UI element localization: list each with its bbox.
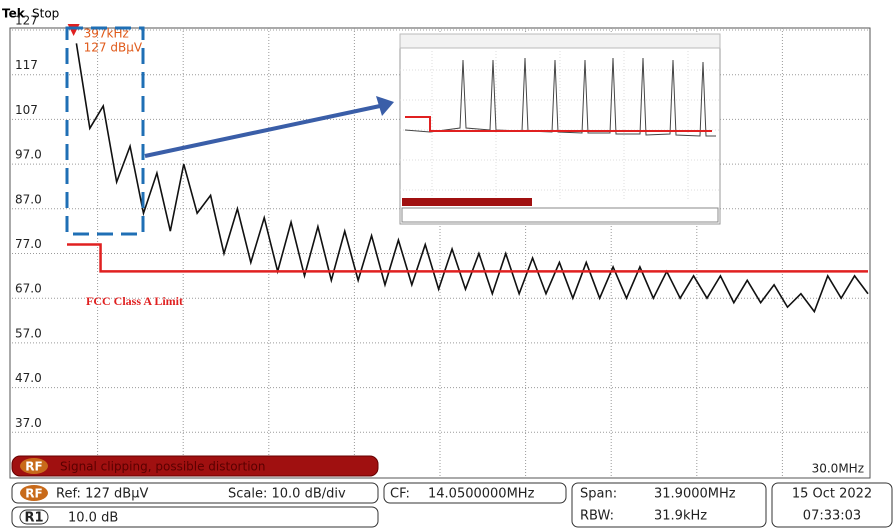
- r1-value: 10.0 dB: [68, 511, 118, 526]
- status-message: Signal clipping, possible distortion: [60, 460, 265, 474]
- inset: [400, 34, 720, 224]
- annotation: FCC Class A Limit: [86, 294, 183, 308]
- r1-panel: [12, 507, 378, 527]
- marker-level: 127 dBµV: [84, 41, 143, 55]
- y-tick-label: 47.0: [15, 371, 42, 385]
- scale: Scale: 10.0 dB/div: [228, 487, 346, 502]
- rbw-value: 31.9kHz: [654, 509, 707, 524]
- y-tick-label: 67.0: [15, 282, 42, 296]
- date: 15 Oct 2022: [792, 487, 872, 502]
- ref: Ref: 127 dBµV: [56, 487, 148, 502]
- y-tick-label: 117: [15, 58, 38, 72]
- y-tick-label: 57.0: [15, 326, 42, 340]
- cf-value: 14.0500000MHz: [428, 487, 535, 502]
- time: 07:33:03: [803, 509, 861, 524]
- y-tick-label: 87.0: [15, 192, 42, 206]
- y-tick-label: 37.0: [15, 416, 42, 430]
- y-tick-label: 97.0: [15, 148, 42, 162]
- y-tick-label: 107: [15, 103, 38, 117]
- span-label: Span:: [580, 487, 617, 502]
- rf-badge-text: RF: [25, 487, 42, 501]
- status-badge: RF: [25, 460, 42, 474]
- scope-screen: Tek Stop 12711710797.087.077.067.057.047…: [0, 0, 896, 529]
- y-tick-label: 77.0: [15, 237, 42, 251]
- cf-label: CF:: [390, 487, 410, 502]
- rbw-label: RBW:: [580, 509, 614, 524]
- span-value: 31.9000MHz: [654, 487, 736, 502]
- y-tick-label: 127: [15, 14, 38, 28]
- r1-badge-text: R1: [24, 511, 43, 526]
- x-end-label: 30.0MHz: [812, 462, 864, 476]
